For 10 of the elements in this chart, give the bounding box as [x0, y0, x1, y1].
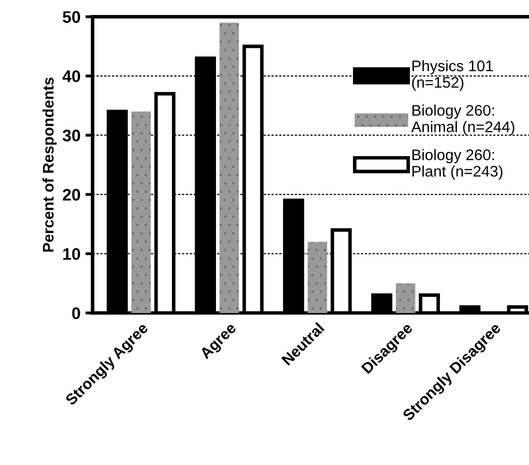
- y-tick-label: 40: [62, 70, 80, 82]
- y-tick-label: 30: [62, 130, 80, 142]
- y-axis-title: Percent of Respondents: [42, 78, 57, 252]
- y-tick-label: 20: [62, 188, 80, 201]
- y-tick-label: 0: [72, 307, 80, 320]
- legend-label: Biology 260: Plant (n=243): [412, 149, 502, 180]
- legend-label: Biology 260: Animal (n=244): [411, 104, 514, 136]
- y-tick-label: 50: [62, 11, 80, 23]
- legend-label: Physics 101 (n=152): [412, 60, 493, 91]
- y-tick-label: 10: [63, 248, 80, 260]
